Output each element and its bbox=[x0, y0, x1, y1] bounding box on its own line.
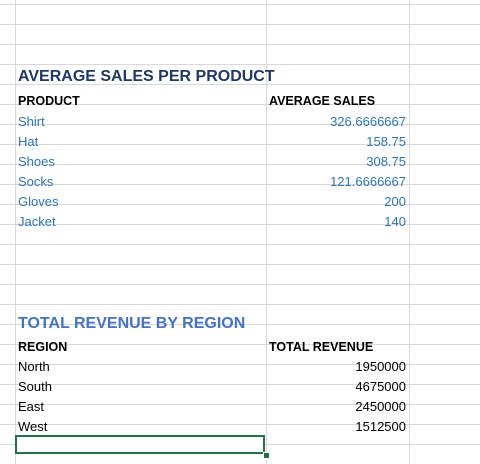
average-sales-cell[interactable]: 308.75 bbox=[366, 154, 406, 169]
avg-header-product[interactable]: PRODUCT bbox=[18, 94, 80, 108]
region-cell[interactable]: North bbox=[18, 359, 50, 374]
rev-header-total-revenue[interactable]: TOTAL REVENUE bbox=[269, 340, 374, 354]
avg-sales-title[interactable]: AVERAGE SALES PER PRODUCT bbox=[18, 68, 275, 85]
rev-header-region[interactable]: REGION bbox=[18, 340, 68, 354]
active-cell-selection[interactable] bbox=[15, 435, 265, 454]
average-sales-cell[interactable]: 140 bbox=[384, 214, 406, 229]
region-cell[interactable]: West bbox=[18, 419, 48, 434]
fill-handle[interactable] bbox=[263, 452, 270, 459]
average-sales-cell[interactable]: 326.6666667 bbox=[330, 114, 406, 129]
total-revenue-cell[interactable]: 1512500 bbox=[355, 419, 406, 434]
average-sales-cell[interactable]: 121.6666667 bbox=[330, 174, 406, 189]
product-cell[interactable]: Jacket bbox=[18, 214, 56, 229]
product-cell[interactable]: Shoes bbox=[18, 154, 55, 169]
column-border-c bbox=[409, 0, 410, 464]
product-cell[interactable]: Gloves bbox=[18, 194, 59, 209]
column-border-b bbox=[266, 0, 267, 464]
total-revenue-cell[interactable]: 2450000 bbox=[355, 399, 406, 414]
region-cell[interactable]: South bbox=[18, 379, 52, 394]
average-sales-cell[interactable]: 200 bbox=[384, 194, 406, 209]
product-cell[interactable]: Socks bbox=[18, 174, 54, 189]
product-cell[interactable]: Hat bbox=[18, 134, 39, 149]
average-sales-cell[interactable]: 158.75 bbox=[366, 134, 406, 149]
total-revenue-title[interactable]: TOTAL REVENUE BY REGION bbox=[18, 315, 246, 332]
total-revenue-cell[interactable]: 4675000 bbox=[355, 379, 406, 394]
region-cell[interactable]: East bbox=[18, 399, 45, 414]
avg-header-average-sales[interactable]: AVERAGE SALES bbox=[269, 94, 376, 108]
total-revenue-cell[interactable]: 1950000 bbox=[355, 359, 406, 374]
product-cell[interactable]: Shirt bbox=[18, 114, 45, 129]
column-border-a bbox=[15, 0, 16, 464]
